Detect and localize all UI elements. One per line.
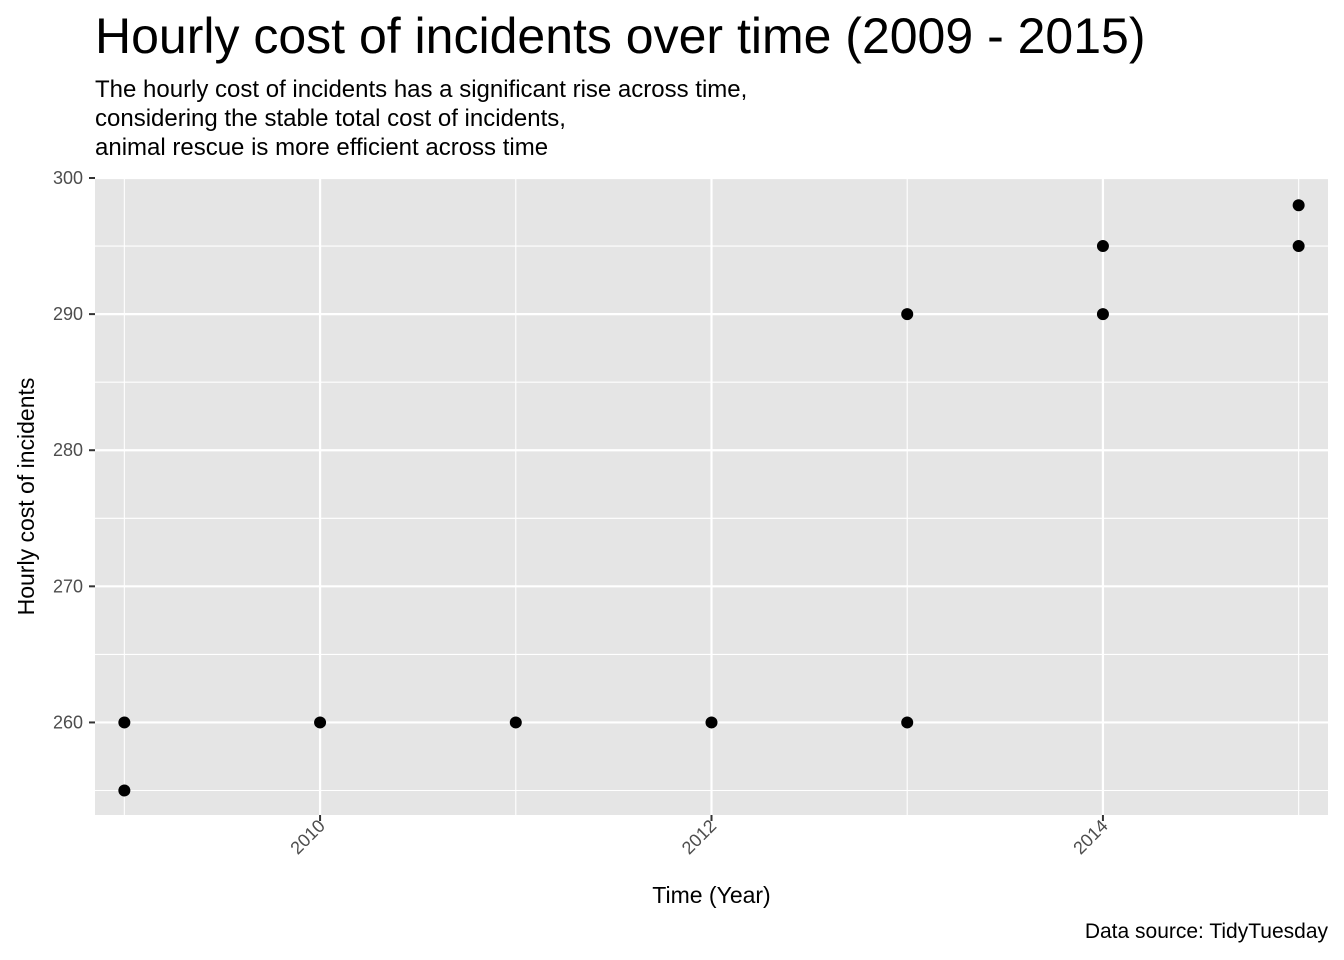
- subtitle-line: animal rescue is more efficient across t…: [95, 134, 549, 161]
- data-point: [118, 784, 131, 797]
- x-tick-label: 2012: [678, 816, 720, 858]
- x-tick-label: 2014: [1069, 816, 1111, 858]
- data-point: [118, 716, 131, 729]
- y-tick-label: 270: [53, 576, 83, 596]
- y-tick-label: 290: [53, 304, 83, 324]
- data-point: [509, 716, 522, 729]
- x-tick-label: 2010: [286, 816, 328, 858]
- data-point: [1292, 240, 1305, 253]
- y-tick-label: 280: [53, 440, 83, 460]
- data-source-caption: Data source: TidyTuesday: [1084, 920, 1328, 943]
- y-axis: 260 270 280 290 300: [53, 168, 95, 732]
- y-tick-label: 260: [53, 712, 83, 732]
- data-point: [1096, 308, 1109, 321]
- chart-title: Hourly cost of incidents over time (2009…: [95, 8, 1146, 64]
- data-point: [901, 308, 914, 321]
- data-point: [314, 716, 327, 729]
- data-point: [901, 716, 914, 729]
- major-gridlines: [95, 176, 1328, 815]
- y-tick-label: 300: [53, 168, 83, 188]
- data-point: [1096, 240, 1109, 253]
- data-points: [118, 199, 1305, 797]
- y-axis-title: Hourly cost of incidents: [13, 378, 39, 616]
- x-axis-title: Time (Year): [652, 882, 770, 908]
- data-point: [705, 716, 718, 729]
- subtitle-line: The hourly cost of incidents has a signi…: [95, 76, 748, 103]
- subtitle-line: considering the stable total cost of inc…: [95, 105, 566, 132]
- chart-subtitle: The hourly cost of incidents has a signi…: [95, 75, 747, 162]
- data-point: [1292, 199, 1305, 212]
- x-axis: 2010 2012 2014: [286, 815, 1112, 858]
